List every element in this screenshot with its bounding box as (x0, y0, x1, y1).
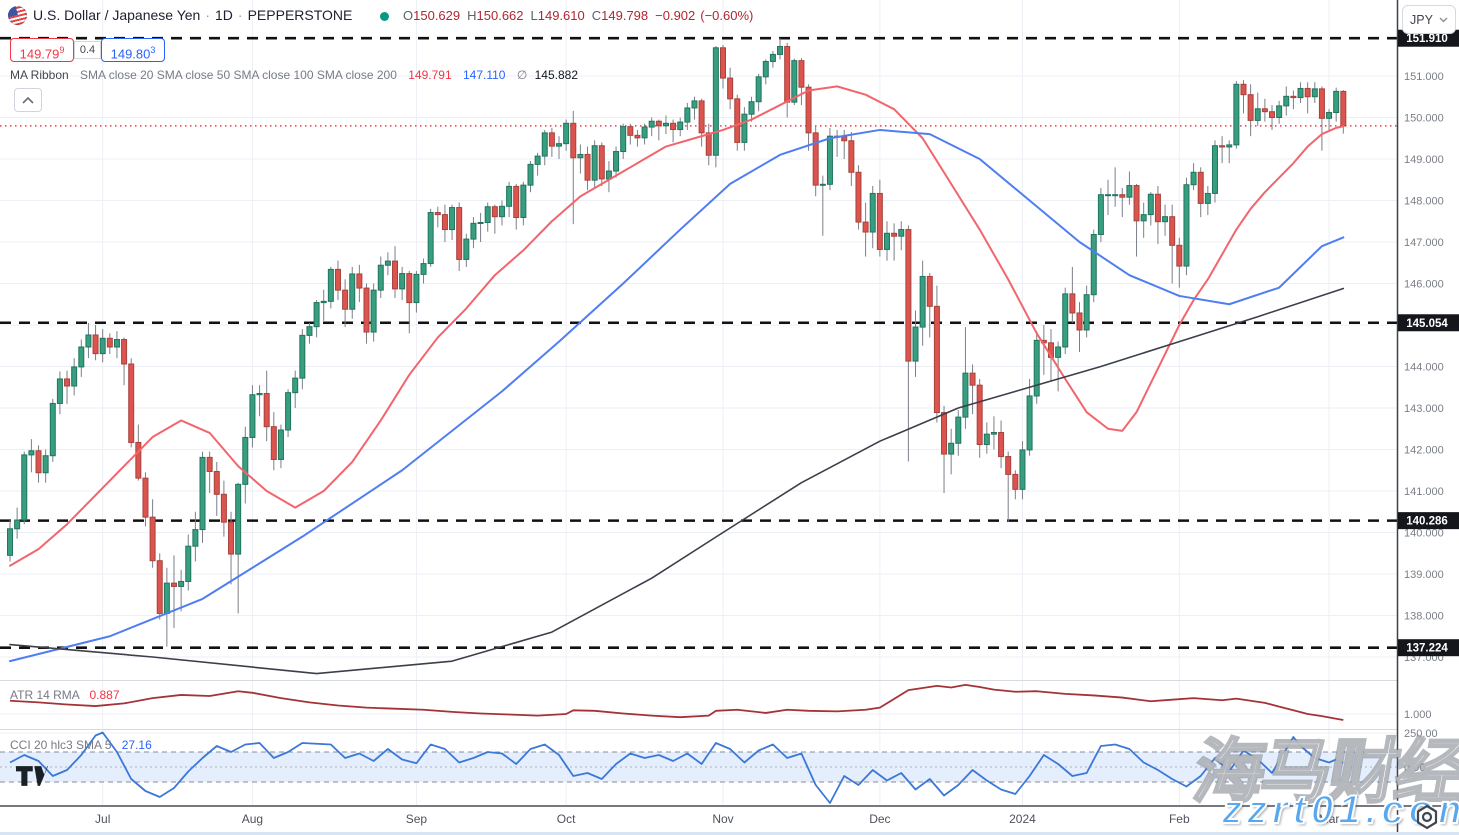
price-tick: 142.000 (1404, 445, 1444, 457)
ohlc-value-C: 149.798 (601, 8, 649, 23)
ohlc-values: O150.629 H150.662 L149.610 C149.798 −0.902 (−… (403, 8, 758, 23)
price-tick: 148.000 (1404, 196, 1444, 208)
overlay-sma-20[interactable] (9, 85, 1345, 567)
average-symbol: ∅ (516, 68, 528, 82)
overlay-sma-200[interactable] (9, 287, 1345, 675)
gear-icon[interactable] (1414, 804, 1440, 835)
overlay-sma-100[interactable] (9, 128, 1345, 663)
spread-label: 0.4 (74, 41, 101, 59)
atr-line[interactable] (9, 683, 1344, 721)
cci-legend[interactable]: CCI 20 hlc3 SMA 5 27.16 (10, 738, 152, 752)
sma20-value: 149.791 (408, 68, 452, 82)
price-tick: 151.000 (1404, 71, 1444, 83)
ohlc-value-H: 150.662 (476, 8, 524, 23)
exchange-label[interactable]: PEPPERSTONE (247, 7, 353, 23)
indicator-name: MA Ribbon (10, 68, 69, 82)
title-separator: · (237, 7, 243, 23)
title-separator: · (205, 7, 211, 23)
price-tick: 139.000 (1404, 569, 1444, 581)
time-tick-Mar: Mar (1319, 812, 1340, 826)
change-value: −0.902 (655, 8, 696, 23)
price-tick: 138.000 (1404, 611, 1444, 623)
price-tick: 141.000 (1404, 486, 1444, 498)
cci-band (0, 752, 1398, 782)
chevron-down-icon (1439, 17, 1448, 22)
ohlc-label-O: O (403, 8, 414, 23)
atr-value: 0.887 (89, 688, 120, 702)
buy-button[interactable]: 149.803 (101, 38, 165, 62)
market-status-dot[interactable] (380, 12, 389, 21)
time-tick-Dec: Dec (869, 812, 890, 826)
price-level-tag (1398, 639, 1459, 657)
price-tick: 143.000 (1404, 403, 1444, 415)
cci-tick: 250.00 (1404, 728, 1438, 740)
price-tick: 149.000 (1404, 154, 1444, 166)
price-level-tag-text: 151.910 (1406, 33, 1448, 45)
sma100-value: 147.110 (462, 68, 506, 82)
time-tick-Aug: Aug (242, 812, 263, 826)
bid-price: 149.79 (19, 46, 60, 62)
time-tick-Oct: Oct (557, 812, 576, 826)
price-level-tag-text: 137.224 (1406, 643, 1448, 655)
price-tick: 146.000 (1404, 279, 1444, 291)
ma-ribbon-legend[interactable]: MA Ribbon SMA close 20 SMA close 50 SMA … (10, 68, 578, 82)
time-tick-Jul: Jul (95, 812, 110, 826)
currency-unit-selector[interactable]: JPY (1402, 5, 1456, 34)
time-tick-2024: 2024 (1009, 812, 1036, 826)
price-level-tag (1398, 314, 1459, 332)
ohlc-label-H: H (467, 8, 477, 23)
ohlc-value-O: 150.629 (413, 8, 461, 23)
price-level-tag-text: 145.054 (1406, 318, 1448, 330)
indicator-params: SMA close 20 SMA close 50 SMA close 100 … (80, 68, 397, 82)
currency-unit-label: JPY (1410, 12, 1433, 27)
sell-button[interactable]: 149.799 (10, 38, 74, 62)
time-tick-Feb: Feb (1169, 812, 1190, 826)
atr-tick: 1.000 (1404, 709, 1432, 721)
ohlc-label-L: L (530, 8, 538, 23)
ohlc-value-L: 149.610 (537, 8, 585, 23)
atr-legend[interactable]: ATR 14 RMA 0.887 (10, 688, 120, 702)
price-axis[interactable]: 151.000 150.000 149.000 148.000 147.000 146.0… (1396, 0, 1459, 832)
candles (7, 38, 1347, 647)
chevron-up-icon (22, 96, 34, 104)
symbol-name[interactable]: U.S. Dollar / Japanese Yen (33, 7, 201, 23)
symbol-title[interactable]: U.S. Dollar / Japanese Yen · 1D · PEPPERSTON… (33, 7, 352, 23)
tradingview-logo[interactable] (16, 766, 48, 791)
price-tick: 147.000 (1404, 237, 1444, 249)
ohlc-label-C: C (591, 8, 602, 23)
ask-price-fraction: 3 (150, 45, 156, 55)
collapse-legend-button[interactable] (14, 88, 42, 112)
sma-average-value: 145.882 (534, 68, 578, 82)
price-tick: 140.000 (1404, 528, 1444, 540)
atr-title: ATR 14 RMA (10, 688, 80, 702)
cci-tick: 0.00 (1404, 762, 1425, 774)
cci-value: 27.16 (121, 738, 152, 752)
price-level-tag-text: 140.286 (1406, 516, 1448, 528)
time-tick-Sep: Sep (406, 812, 428, 826)
change-percent: (−0.60%) (700, 8, 754, 23)
time-tick-Nov: Nov (712, 812, 733, 826)
ask-price: 149.80 (110, 46, 151, 62)
interval-label[interactable]: 1D (215, 7, 233, 23)
bid-price-fraction: 9 (59, 45, 65, 55)
cci-line[interactable] (9, 731, 1344, 804)
price-level-tag (1398, 512, 1459, 530)
price-tick: 144.000 (1404, 362, 1444, 374)
price-tick: 150.000 (1404, 113, 1444, 125)
cci-title: CCI 20 hlc3 SMA 5 (10, 738, 112, 752)
time-axis[interactable]: Jul Aug Sep Oct Nov Dec 2024 Feb Mar (0, 805, 1459, 835)
